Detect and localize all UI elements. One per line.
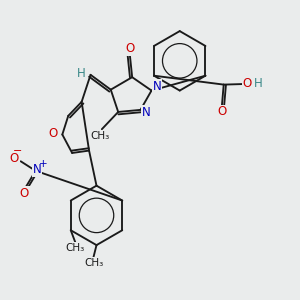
Text: CH₃: CH₃ (66, 243, 85, 253)
Text: N: N (142, 106, 151, 119)
Text: O: O (49, 128, 58, 140)
Text: O: O (217, 106, 226, 118)
Text: O: O (126, 42, 135, 56)
Text: N: N (33, 164, 41, 176)
Text: H: H (254, 77, 262, 90)
Text: +: + (39, 159, 47, 169)
Text: −: − (13, 146, 22, 157)
Text: H: H (77, 67, 86, 80)
Text: O: O (10, 152, 19, 165)
Text: CH₃: CH₃ (84, 258, 103, 268)
Text: O: O (243, 77, 252, 90)
Text: N: N (152, 80, 161, 93)
Text: CH₃: CH₃ (91, 131, 110, 141)
Text: O: O (20, 187, 29, 200)
